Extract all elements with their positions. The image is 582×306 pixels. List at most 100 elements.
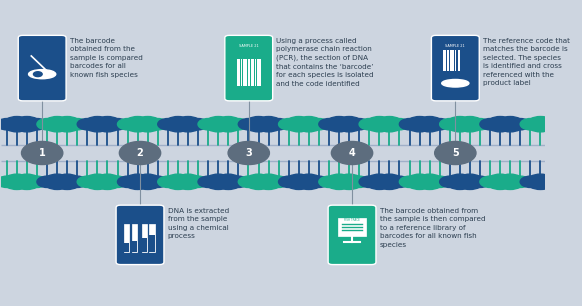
Bar — [457, 50, 460, 71]
Circle shape — [84, 174, 111, 189]
Circle shape — [319, 118, 339, 130]
Circle shape — [148, 118, 168, 130]
Circle shape — [54, 174, 81, 189]
Bar — [237, 59, 240, 86]
Circle shape — [158, 176, 178, 188]
Text: The barcode
obtained from the
sample is compared
barcodes for all
known fish spe: The barcode obtained from the sample is … — [70, 38, 143, 78]
Ellipse shape — [442, 80, 469, 87]
Bar — [443, 50, 446, 71]
Circle shape — [439, 176, 460, 188]
Circle shape — [67, 176, 87, 188]
Circle shape — [285, 174, 313, 189]
FancyBboxPatch shape — [116, 205, 164, 265]
Circle shape — [215, 117, 242, 132]
Bar — [251, 59, 254, 86]
Circle shape — [0, 176, 17, 188]
Circle shape — [480, 176, 500, 188]
Text: 3: 3 — [246, 148, 252, 158]
Ellipse shape — [29, 69, 56, 79]
Circle shape — [174, 174, 202, 189]
Circle shape — [44, 174, 71, 189]
Bar — [243, 59, 247, 86]
Circle shape — [375, 117, 403, 132]
Circle shape — [375, 174, 403, 189]
Circle shape — [238, 118, 258, 130]
Circle shape — [435, 141, 476, 165]
Text: SAMPLE 21: SAMPLE 21 — [239, 44, 258, 48]
Circle shape — [134, 174, 162, 189]
Bar — [255, 59, 256, 86]
Circle shape — [0, 118, 17, 130]
Bar — [132, 224, 137, 252]
Circle shape — [389, 176, 410, 188]
Circle shape — [238, 176, 258, 188]
Circle shape — [94, 117, 121, 132]
Circle shape — [430, 118, 450, 130]
Circle shape — [439, 118, 460, 130]
Circle shape — [365, 117, 393, 132]
FancyBboxPatch shape — [328, 205, 376, 265]
Circle shape — [204, 117, 232, 132]
Circle shape — [416, 174, 443, 189]
Circle shape — [164, 174, 191, 189]
Circle shape — [520, 176, 541, 188]
Bar — [124, 243, 129, 252]
Circle shape — [335, 174, 363, 189]
Circle shape — [158, 118, 178, 130]
Circle shape — [188, 118, 208, 130]
Circle shape — [22, 141, 63, 165]
Circle shape — [308, 118, 329, 130]
Circle shape — [359, 176, 379, 188]
Text: 1: 1 — [39, 148, 45, 158]
Circle shape — [37, 118, 57, 130]
Circle shape — [255, 174, 282, 189]
Circle shape — [134, 117, 162, 132]
Circle shape — [198, 176, 218, 188]
Circle shape — [44, 117, 71, 132]
Circle shape — [295, 174, 322, 189]
Circle shape — [430, 176, 450, 188]
Circle shape — [331, 141, 372, 165]
Circle shape — [365, 174, 393, 189]
Circle shape — [295, 117, 322, 132]
Circle shape — [335, 117, 363, 132]
Circle shape — [496, 117, 524, 132]
Circle shape — [37, 176, 57, 188]
Circle shape — [245, 117, 272, 132]
Circle shape — [148, 176, 168, 188]
Bar — [149, 224, 155, 252]
Circle shape — [349, 176, 370, 188]
Bar — [248, 59, 250, 86]
Circle shape — [510, 118, 530, 130]
Circle shape — [399, 176, 420, 188]
Text: The barcode obtained from
the sample is then compared
to a reference library of
: The barcode obtained from the sample is … — [380, 207, 485, 248]
Text: DNA is extracted
from the sample
using a chemical
process: DNA is extracted from the sample using a… — [168, 207, 229, 239]
Text: 4: 4 — [349, 148, 356, 158]
Circle shape — [255, 117, 282, 132]
FancyBboxPatch shape — [225, 35, 272, 101]
Circle shape — [325, 174, 353, 189]
Circle shape — [325, 117, 353, 132]
Circle shape — [480, 118, 500, 130]
Text: 2: 2 — [137, 148, 143, 158]
FancyBboxPatch shape — [431, 35, 479, 101]
Circle shape — [33, 72, 42, 76]
Circle shape — [537, 174, 564, 189]
Circle shape — [268, 118, 289, 130]
Bar — [257, 59, 261, 86]
Text: Using a process called
polymerase chain reaction
(PCR), the section of DNA
that : Using a process called polymerase chain … — [276, 38, 374, 87]
Circle shape — [27, 176, 47, 188]
Text: SAMPLE 21: SAMPLE 21 — [445, 44, 465, 48]
Circle shape — [27, 118, 47, 130]
Circle shape — [94, 174, 121, 189]
Circle shape — [228, 141, 269, 165]
Circle shape — [118, 176, 138, 188]
Bar — [141, 238, 147, 252]
Circle shape — [108, 118, 127, 130]
Bar — [450, 50, 454, 71]
Circle shape — [198, 118, 218, 130]
Circle shape — [188, 176, 208, 188]
Circle shape — [520, 118, 541, 130]
Bar — [141, 224, 147, 252]
Circle shape — [399, 118, 420, 130]
